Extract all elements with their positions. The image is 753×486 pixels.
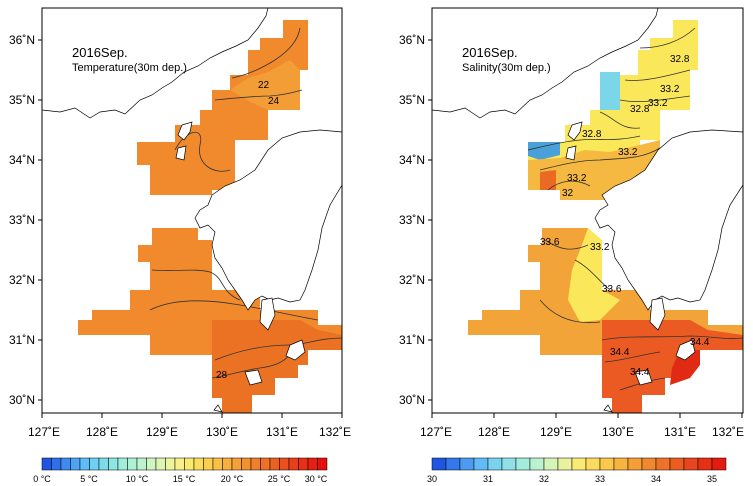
contour-label: 33.2 <box>567 173 587 184</box>
salinity-contour-labels: 32.8 33.2 32.8 33.2 32.8 33.2 33.2 32 33… <box>540 54 710 378</box>
cool-band <box>230 60 300 110</box>
salinity-panel: 32.8 33.2 32.8 33.2 32.8 33.2 33.2 32 33… <box>399 7 744 484</box>
lon-label: 127˚E <box>28 425 60 439</box>
lat-ticks <box>428 39 743 418</box>
map-frame <box>431 7 744 414</box>
colorbar-label: 35 <box>707 474 717 484</box>
contour-label: 33.6 <box>602 284 622 295</box>
colorbar-label: 30 °C <box>305 474 328 484</box>
kyushu-coast <box>594 129 744 311</box>
contour-label: 34.4 <box>610 347 630 358</box>
temperature-colorbar-labels: 0 °C 5 °C 10 °C 15 °C 20 °C 25 °C 30 °C <box>33 474 328 484</box>
contour-label: 33.2 <box>648 98 668 109</box>
salinity-cyan-patch <box>600 72 620 110</box>
contour-label: 33.2 <box>660 84 680 95</box>
contour-label: 33.2 <box>590 242 610 253</box>
lon-label: 131˚E <box>266 425 298 439</box>
colorbar-label: 20 °C <box>221 474 244 484</box>
contour-label: 33.6 <box>540 237 560 248</box>
temperature-colorbar <box>41 457 328 471</box>
lat-label: 32˚N <box>9 273 35 287</box>
lat-label: 33˚N <box>9 213 35 227</box>
contour-label: 34.4 <box>630 367 650 378</box>
lon-label: 132˚E <box>319 425 351 439</box>
contour-label: 28 <box>216 370 228 381</box>
colorbar-label: 10 °C <box>126 474 149 484</box>
lat-label: 31˚N <box>9 333 35 347</box>
salinity-max-patch <box>670 350 700 385</box>
colorbar-label: 34 <box>651 474 661 484</box>
lon-label: 128˚E <box>478 425 510 439</box>
panel-title: 2016Sep. <box>72 45 128 60</box>
colorbar-label: 30 <box>427 474 437 484</box>
colorbar-label: 5 °C <box>80 474 98 484</box>
salinity-colorbar-labels: 30 31 32 33 34 35 <box>427 474 717 484</box>
contour-label: 22 <box>258 80 270 91</box>
korea-coast <box>41 7 269 119</box>
lon-label: 131˚E <box>664 425 696 439</box>
colorbar-label: 31 <box>483 474 493 484</box>
lat-label: 34˚N <box>9 153 35 167</box>
lon-label: 130˚E <box>206 425 238 439</box>
land-right <box>431 7 744 413</box>
panel-subtitle: Temperature(30m dep.) <box>72 62 187 74</box>
lon-label: 127˚E <box>420 425 452 439</box>
lon-label: 129˚E <box>146 425 178 439</box>
salinity-contours <box>527 27 743 391</box>
lat-label: 36˚N <box>399 33 425 47</box>
lat-labels-right: 36˚N 35˚N 34˚N 33˚N 32˚N 31˚N 30˚N <box>399 33 425 407</box>
lon-label: 128˚E <box>86 425 118 439</box>
colorbar-label: 15 °C <box>173 474 196 484</box>
salinity-colorbar <box>431 457 727 471</box>
map-frame <box>41 7 343 414</box>
contour-label: 34.4 <box>690 337 710 348</box>
colorbar-label: 0 °C <box>33 474 51 484</box>
land-left <box>41 7 343 413</box>
contour-label: 32.8 <box>630 104 650 115</box>
lon-label: 129˚E <box>540 425 572 439</box>
korea-coast <box>431 7 659 119</box>
panel-subtitle: Salinity(30m dep.) <box>462 62 551 74</box>
lon-label: 130˚E <box>602 425 634 439</box>
lon-label: 132˚E <box>712 425 744 439</box>
lon-labels-right: 127˚E 128˚E 129˚E 130˚E 131˚E 132˚E <box>420 425 744 439</box>
contour-label: 24 <box>268 96 280 107</box>
lat-label: 35˚N <box>399 93 425 107</box>
salinity-blue-patch <box>528 142 560 160</box>
lat-label: 31˚N <box>399 333 425 347</box>
contour-label: 32.8 <box>582 129 602 140</box>
lat-label: 34˚N <box>399 153 425 167</box>
colorbar-label: 32 <box>539 474 549 484</box>
lat-label: 30˚N <box>399 393 425 407</box>
lat-label: 36˚N <box>9 33 35 47</box>
colorbar-label: 25 °C <box>268 474 291 484</box>
lat-ticks <box>38 39 343 418</box>
lon-labels-left: 127˚E 128˚E 129˚E 130˚E 131˚E 132˚E <box>28 425 351 439</box>
lat-label: 30˚N <box>9 393 35 407</box>
warm-band <box>212 320 342 413</box>
contour-label: 32.8 <box>670 54 690 65</box>
panel-title: 2016Sep. <box>462 45 518 60</box>
salinity-high-band <box>602 320 743 413</box>
lat-label: 35˚N <box>9 93 35 107</box>
contour-label: 33.2 <box>618 147 638 158</box>
colorbar-label: 33 <box>595 474 605 484</box>
lat-label: 33˚N <box>399 213 425 227</box>
contour-label: 32 <box>562 188 574 199</box>
lat-label: 32˚N <box>399 273 425 287</box>
lat-labels-left: 36˚N 35˚N 34˚N 33˚N 32˚N 31˚N 30˚N <box>9 33 35 407</box>
kyushu-coast <box>194 129 343 311</box>
temperature-panel: 22 24 28 2016Sep. Temperature(30m dep.) … <box>9 7 351 484</box>
